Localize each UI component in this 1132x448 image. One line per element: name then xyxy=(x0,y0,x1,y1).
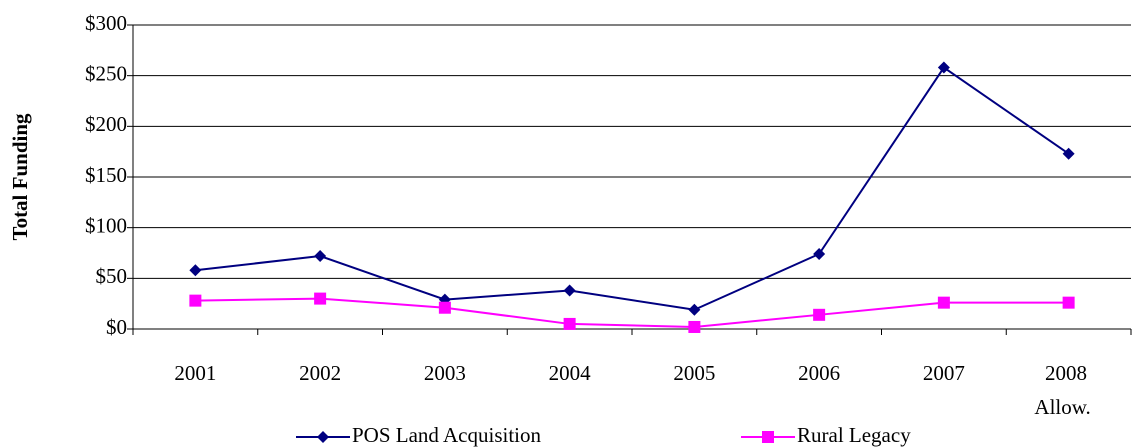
marker xyxy=(813,248,826,261)
x-tick-label: 2008 Allow. xyxy=(1034,361,1092,419)
marker xyxy=(314,250,327,263)
x-tick-label: 2001 xyxy=(174,361,216,385)
marker xyxy=(1062,296,1075,309)
y-tick-label: $0 xyxy=(106,315,127,339)
legend-label: Rural Legacy xyxy=(797,423,911,447)
y-tick-label: $250 xyxy=(85,61,127,85)
marker xyxy=(314,292,327,305)
legend-marker xyxy=(317,431,329,443)
x-tick-label: 2006 xyxy=(798,361,840,385)
y-axis-title: Total Funding xyxy=(8,113,32,241)
marker xyxy=(813,308,826,321)
marker xyxy=(688,303,701,316)
marker xyxy=(189,264,202,277)
series-line xyxy=(195,66,1070,311)
marker xyxy=(937,296,950,309)
series-line xyxy=(195,297,1069,328)
marker xyxy=(1062,147,1075,160)
marker xyxy=(189,294,202,307)
x-tick-label: 2004 xyxy=(549,361,592,385)
x-tick-label: 2007 xyxy=(923,361,965,385)
marker xyxy=(688,320,701,333)
x-tick-label: 2003 xyxy=(424,361,466,385)
legend-label: POS Land Acquisition xyxy=(352,423,542,447)
marker xyxy=(438,301,451,314)
y-tick-label: $300 xyxy=(85,11,127,35)
marker xyxy=(563,284,576,297)
y-tick-label: $150 xyxy=(85,163,127,187)
x-tick-label: 2005 xyxy=(673,361,715,385)
x-tick-label: 2002 xyxy=(299,361,341,385)
marker xyxy=(937,61,950,74)
y-tick-label: $200 xyxy=(85,112,127,136)
y-tick-label: $50 xyxy=(96,264,128,288)
marker xyxy=(563,317,576,330)
y-tick-label: $100 xyxy=(85,213,127,237)
legend-marker xyxy=(762,431,774,443)
